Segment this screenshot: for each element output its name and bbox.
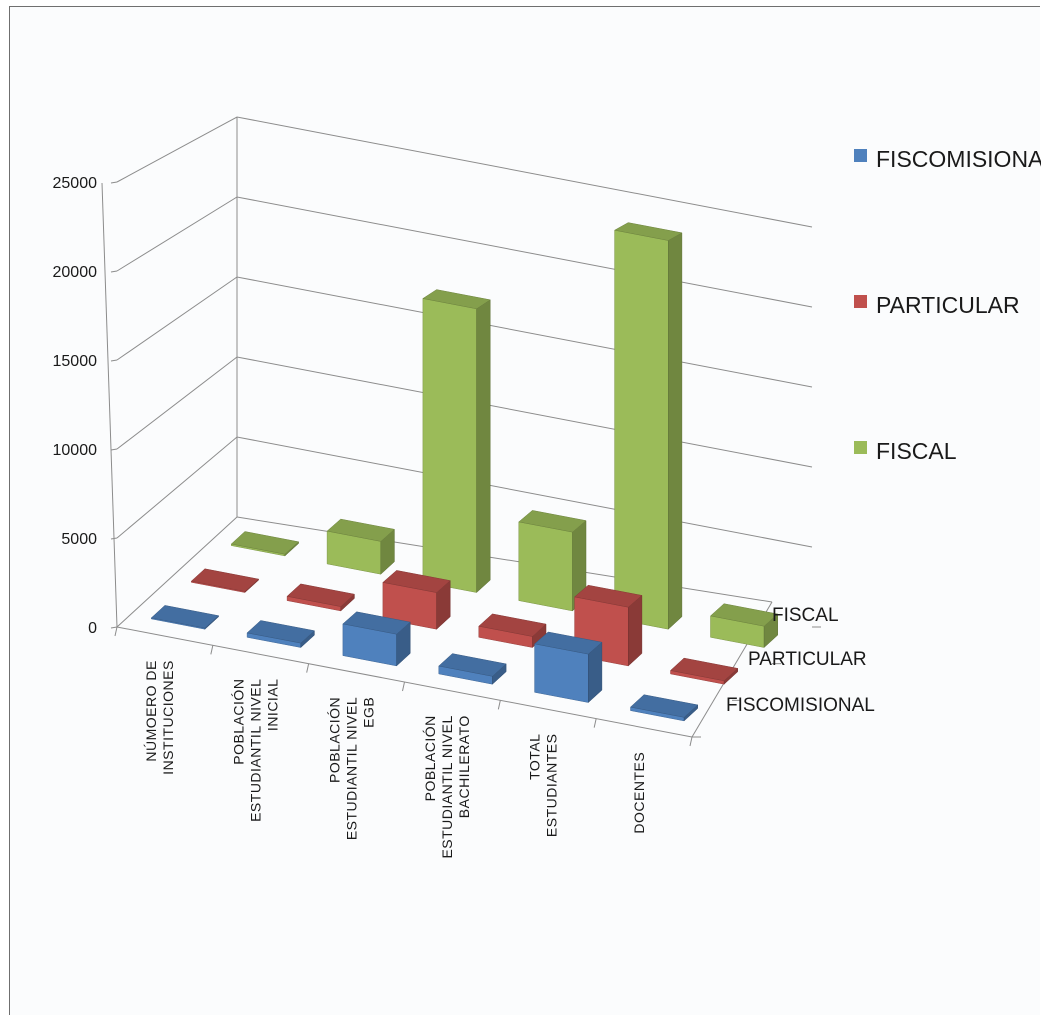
bar-particular-2 xyxy=(382,570,451,630)
bar-fiscomisional-5 xyxy=(629,694,699,722)
bar-fiscal-0 xyxy=(230,531,300,557)
bar-fiscomisional-3 xyxy=(438,653,507,685)
grid-line xyxy=(116,196,813,308)
depth-label: FISCOMISIONAL xyxy=(726,695,875,716)
bar-top-face xyxy=(342,611,411,635)
x-category-label: ESTUDIANTIL NIVEL xyxy=(439,715,455,858)
x-category-label: POBLACIÓN xyxy=(231,679,247,765)
x-tick-mark xyxy=(593,718,597,728)
y-tick-mark xyxy=(110,181,118,184)
bar-front-face xyxy=(614,229,669,630)
bar-top-face xyxy=(190,568,260,592)
bar-top-face xyxy=(534,631,603,655)
chart-frame xyxy=(9,6,1040,1015)
x-tick-mark xyxy=(210,645,214,655)
bar-top-face xyxy=(629,694,699,718)
x-category-label: INICIAL xyxy=(265,679,281,732)
bar-top-face xyxy=(230,531,300,555)
x-category-label: INSTITUCIONES xyxy=(160,660,176,775)
bar-top-face xyxy=(709,603,779,627)
bar-fiscal-4 xyxy=(613,222,683,630)
bar-top-face xyxy=(478,613,547,637)
floor-back-edge xyxy=(236,516,773,603)
bar-particular-5 xyxy=(669,657,739,685)
y-tick-label: 5000 xyxy=(61,531,97,548)
bar-particular-1 xyxy=(286,583,355,612)
bar-top-face xyxy=(382,570,451,593)
legend-swatch xyxy=(854,149,867,162)
bar-front-face xyxy=(422,298,477,593)
bar-fiscomisional-4 xyxy=(534,631,603,704)
grid-line xyxy=(116,116,813,228)
bar-fiscomisional-0 xyxy=(150,605,220,630)
legend: FISCOMISIONAL PARTICULAR FISCAL xyxy=(854,146,1041,464)
x-tick-mark xyxy=(306,663,310,673)
x-tick-mark xyxy=(114,626,118,637)
bar-top-face xyxy=(438,653,507,677)
y-tick-label: 15000 xyxy=(53,353,98,370)
bar-top-face xyxy=(613,222,683,241)
bar-top-face xyxy=(518,510,587,533)
legend-swatch xyxy=(854,441,867,454)
x-category-label: EGB xyxy=(360,697,376,728)
x-category-label: DOCENTES xyxy=(631,752,647,834)
legend-label: PARTICULAR xyxy=(876,292,1020,318)
depth-label: FISCAL xyxy=(772,605,839,626)
bar-fiscal-1 xyxy=(326,518,395,575)
y-tick-mark xyxy=(110,359,118,362)
y-tick-label: 25000 xyxy=(53,175,98,192)
y-axis-ticks: 0 5000 10000 15000 20000 25000 xyxy=(53,175,821,747)
legend-label: FISCOMISIONAL xyxy=(876,146,1041,172)
bar-fiscomisional-1 xyxy=(246,620,315,649)
depth-axis-labels: FISCAL PARTICULAR FISCOMISIONAL xyxy=(726,605,875,716)
x-category-label: ESTUDIANTIL NIVEL xyxy=(248,679,264,822)
x-category-label: TOTAL xyxy=(527,734,543,780)
bar-top-face xyxy=(286,583,355,607)
y-tick-mark xyxy=(110,448,118,451)
bar-top-face xyxy=(246,620,315,644)
x-category-label: ESTUDIANTES xyxy=(544,734,560,838)
y-tick-mark xyxy=(110,270,118,273)
bar-fiscal-5 xyxy=(709,603,779,649)
floor-left-edge xyxy=(116,516,238,628)
x-category-label: NÚMOERO DE xyxy=(143,660,159,761)
x-axis-category-labels: NÚMOERO DE INSTITUCIONES POBLACIÓN ESTUDIAN… xyxy=(143,660,647,858)
bar-side-face xyxy=(628,594,643,667)
bar-top-face xyxy=(422,289,491,310)
bar-fiscal-2 xyxy=(422,289,491,594)
x-category-label: POBLACIÓN xyxy=(422,715,438,801)
bar-fiscomisional-2 xyxy=(342,611,411,667)
bar-top-face xyxy=(669,657,739,682)
bars xyxy=(150,222,779,722)
x-tick-mark xyxy=(497,700,501,710)
y-tick-label: 10000 xyxy=(53,442,98,459)
x-tick-mark xyxy=(689,736,693,747)
left-wall-edge xyxy=(101,182,118,628)
y-tick-mark xyxy=(110,626,118,629)
x-tick-mark xyxy=(402,681,405,692)
bar-front-face xyxy=(518,521,573,612)
depth-label: PARTICULAR xyxy=(748,649,867,670)
legend-label: FISCAL xyxy=(876,438,957,464)
y-tick-mark xyxy=(110,537,118,540)
legend-swatch xyxy=(854,295,867,308)
x-category-label: BACHILERATO xyxy=(456,715,472,818)
bar-top-face xyxy=(326,518,395,542)
bar-top-face xyxy=(150,605,220,629)
x-category-label: ESTUDIANTIL NIVEL xyxy=(343,697,359,840)
bar-top-face xyxy=(574,584,643,608)
bar-side-face xyxy=(476,299,491,594)
y-tick-label: 20000 xyxy=(53,264,98,281)
x-category-label: POBLACIÓN xyxy=(326,697,342,783)
y-tick-label: 0 xyxy=(88,620,97,637)
bar-side-face xyxy=(668,232,683,630)
bar-particular-3 xyxy=(478,613,547,649)
bar-particular-0 xyxy=(190,568,260,594)
